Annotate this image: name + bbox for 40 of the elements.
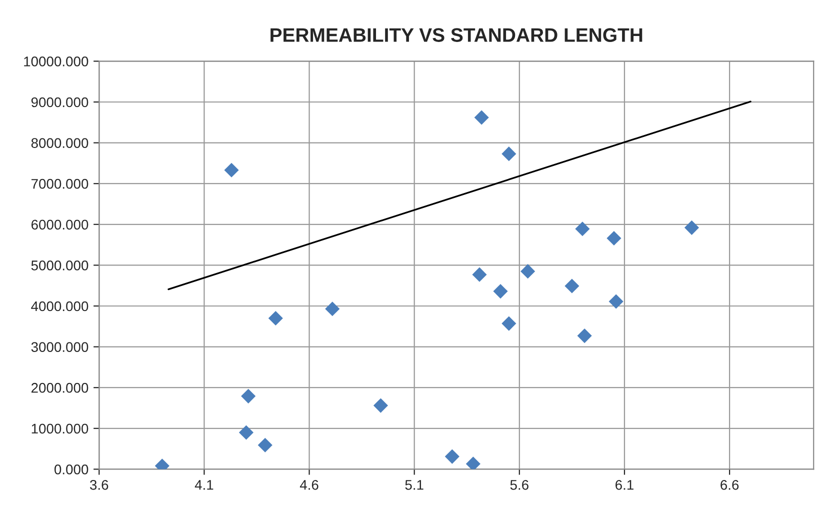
point (502, 316, 516, 331)
y-tick-label: 10000.000 (24, 56, 88, 66)
point (466, 456, 480, 470)
point (606, 230, 622, 246)
y-tick-label: 8000.000 (31, 138, 88, 148)
y-tick-label: 0.000 (54, 464, 88, 474)
point (373, 398, 388, 413)
point (241, 388, 256, 404)
point (502, 146, 516, 162)
y-tick-label: 3000.000 (31, 342, 88, 352)
x-tick-label: 4.6 (300, 480, 318, 490)
y-tick-label: 4000.000 (31, 301, 88, 312)
point (325, 302, 340, 316)
y-tick-label: 6000.000 (31, 220, 88, 230)
x-tick-label: 5.1 (405, 480, 424, 490)
point (520, 264, 536, 279)
y-tick-label: 1000.000 (32, 424, 88, 434)
chart-title: PERMEABILITY VS STANDARD LENGTH (270, 28, 642, 42)
point (608, 294, 624, 309)
x-tick-label: 4.1 (194, 480, 214, 490)
y-tick-label: 5000.000 (31, 260, 88, 270)
point (564, 278, 580, 294)
point (474, 110, 489, 125)
point (472, 267, 487, 282)
point (684, 220, 700, 235)
point (238, 425, 254, 440)
x-tick-label: 5.6 (510, 480, 528, 490)
point (444, 449, 460, 464)
point (268, 310, 283, 326)
x-tick-label: 6.1 (616, 480, 634, 490)
point (577, 328, 592, 344)
x-tick-label: 6.6 (720, 480, 739, 490)
point (493, 284, 508, 299)
y-tick-label: 2000.000 (31, 382, 88, 393)
point (224, 162, 239, 178)
y-tick-label: 7000.000 (31, 178, 88, 189)
point (575, 222, 590, 236)
point (258, 438, 272, 452)
x-tick-label: 3.6 (90, 480, 108, 490)
y-tick-label: 9000.000 (31, 97, 88, 108)
